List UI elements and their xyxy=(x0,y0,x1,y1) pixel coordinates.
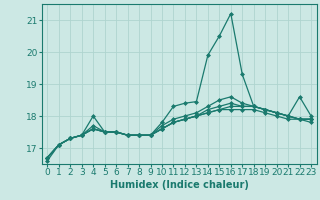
X-axis label: Humidex (Indice chaleur): Humidex (Indice chaleur) xyxy=(110,180,249,190)
